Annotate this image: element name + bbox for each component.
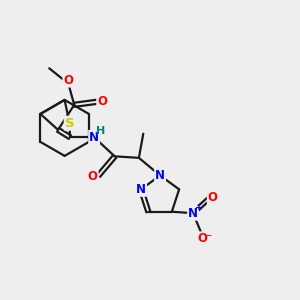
Text: +: + <box>195 203 203 212</box>
Text: O: O <box>97 95 107 108</box>
Text: S: S <box>65 117 74 130</box>
Text: N: N <box>155 169 165 182</box>
Text: O: O <box>197 232 207 245</box>
Text: ⁻: ⁻ <box>205 232 212 245</box>
Text: H: H <box>96 126 105 136</box>
Text: O: O <box>63 74 74 87</box>
Text: N: N <box>188 207 198 220</box>
Text: O: O <box>208 191 218 204</box>
Text: O: O <box>88 170 98 184</box>
Text: N: N <box>136 183 146 196</box>
Text: N: N <box>89 131 99 144</box>
